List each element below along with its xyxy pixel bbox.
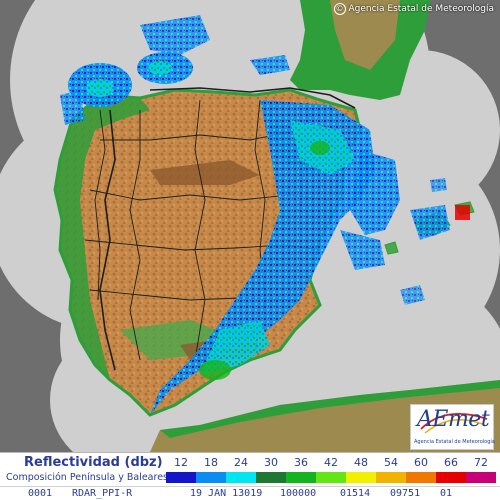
product-code: 100000 <box>280 488 317 499</box>
coastal-lowland <box>55 95 150 380</box>
product-id: 0001 <box>28 488 53 499</box>
scale-swatch <box>376 472 406 483</box>
product-code: 01 <box>440 488 453 499</box>
copyright-text: Agencia Estatal de Meteorología <box>348 4 495 14</box>
scale-label: 54 <box>384 456 398 469</box>
scale-swatch <box>196 472 226 483</box>
scale-label: 36 <box>294 456 308 469</box>
scale-label: 42 <box>324 456 338 469</box>
scale-swatch <box>256 472 286 483</box>
north-africa-coast <box>160 380 500 438</box>
scale-swatch <box>166 472 196 483</box>
color-scale: 12 18 24 30 36 42 48 54 60 66 72 <box>166 456 496 484</box>
status-bar: 0001 RDAR_PPI-R 19 JAN 13019 100000 0151… <box>0 486 500 500</box>
copyright-notice: © Agencia Estatal de Meteorología <box>333 3 495 15</box>
radar-map[interactable] <box>0 0 500 452</box>
logo-letter: A <box>417 407 433 432</box>
scale-swatch <box>436 472 466 483</box>
scale-swatch <box>466 472 496 483</box>
aemet-logo: AEmet Agencia Estatal de Meteorología <box>410 404 495 450</box>
reflectivity-legend: Reflectividad (dbz) Composición Penínsul… <box>0 452 500 486</box>
scale-label: 12 <box>174 456 188 469</box>
product-date: 19 JAN 13019 <box>190 488 263 499</box>
precipitation-echoes <box>60 15 470 415</box>
logo-wordmark: AEmet <box>417 407 490 432</box>
product-code: 01514 <box>340 488 371 499</box>
scale-label: 48 <box>354 456 368 469</box>
logo-word-rest: Emet <box>432 407 490 432</box>
scale-label: 72 <box>474 456 488 469</box>
legend-subtitle: Composición Península y Baleares <box>6 472 168 483</box>
scale-swatch <box>406 472 436 483</box>
logo-subtitle: Agencia Estatal de Meteorología <box>414 439 495 445</box>
scale-swatch <box>316 472 346 483</box>
product-name: RDAR_PPI-R <box>72 488 133 499</box>
legend-title: Reflectividad (dbz) <box>24 455 163 470</box>
scale-swatch <box>286 472 316 483</box>
scale-label: 18 <box>204 456 218 469</box>
scale-label: 24 <box>234 456 248 469</box>
country-borders <box>99 87 356 371</box>
scale-label: 30 <box>264 456 278 469</box>
scale-swatch <box>346 472 376 483</box>
scale-label: 60 <box>414 456 428 469</box>
logo-swoosh-icon <box>420 413 488 434</box>
copyright-icon: © <box>333 3 346 15</box>
scale-swatch <box>226 472 256 483</box>
scale-label: 66 <box>444 456 458 469</box>
product-code: 09751 <box>390 488 421 499</box>
alps-relief <box>330 0 400 70</box>
mountain-ridge <box>150 160 260 185</box>
